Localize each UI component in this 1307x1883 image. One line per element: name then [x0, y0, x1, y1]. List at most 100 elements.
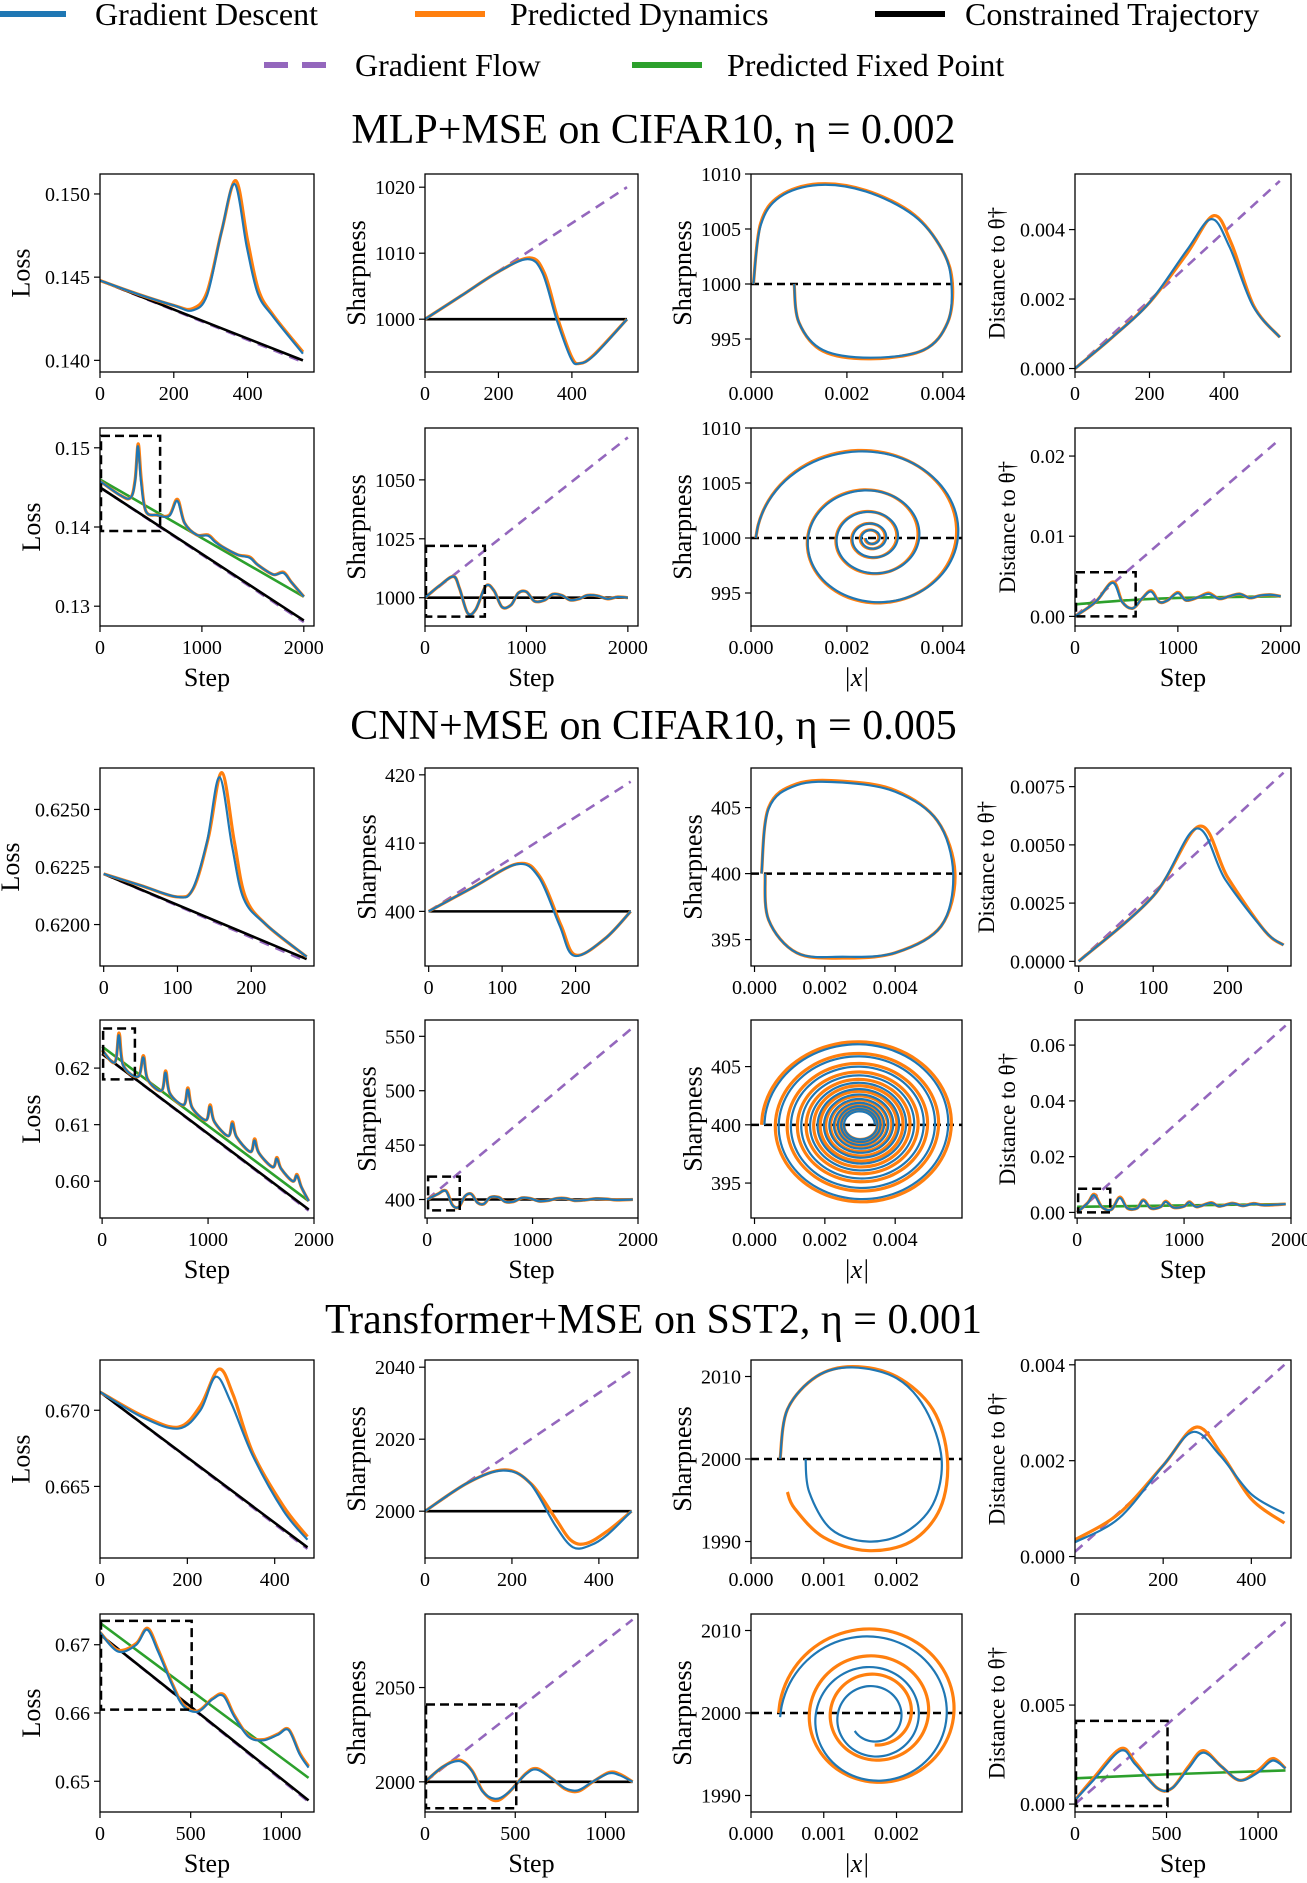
- series-gradient-flow: [1075, 179, 1281, 370]
- y-axis-label: Sharpness: [668, 220, 697, 325]
- zoom-box: [100, 1619, 193, 1711]
- x-tick-label: 1000: [261, 1823, 301, 1845]
- series-gradient-flow: [1076, 1024, 1287, 1214]
- y-tick-label: 1990: [701, 1532, 741, 1554]
- x-tick-label: 0.001: [801, 1569, 846, 1591]
- y-tick-label: 420: [385, 765, 415, 787]
- series-gradient-descent: [425, 1469, 633, 1550]
- y-tick-label: 0.670: [45, 1400, 90, 1422]
- y-tick-label: 0.140: [45, 350, 90, 372]
- y-axis-label: Loss: [17, 1094, 46, 1143]
- plot-area: [751, 1365, 962, 1553]
- x-tick-label: 0: [1070, 383, 1080, 405]
- y-tick-label: 995: [711, 329, 741, 351]
- series-gradient-descent: [1075, 218, 1281, 370]
- x-tick-label: 1000: [182, 637, 222, 659]
- panel-4: 0 200 400 0.000 0.002 0.004 Distance to θ†: [985, 173, 1292, 405]
- series-gradient-descent: [100, 1375, 309, 1541]
- y-axis-label: Sharpness: [342, 1660, 371, 1765]
- section-title-transformer: Transformer+MSE on SST2, η = 0.001: [325, 1297, 982, 1343]
- y-tick-label: 0.665: [45, 1476, 90, 1498]
- axes-frame: [99, 1613, 315, 1813]
- y-tick-label: 0.02: [1030, 446, 1065, 468]
- x-axis-label: Step: [1160, 1849, 1206, 1878]
- y-tick-label: 0.6250: [35, 799, 90, 821]
- y-tick-label: 1000: [375, 588, 415, 610]
- x-axis-label: |x|: [844, 663, 870, 692]
- y-tick-label: 0.002: [1020, 289, 1065, 311]
- y-axis-label: Sharpness: [342, 474, 371, 579]
- x-tick-label: 200: [561, 977, 591, 999]
- y-tick-label: 0.04: [1030, 1091, 1065, 1113]
- x-tick-label: 400: [584, 1569, 614, 1591]
- series-gradient-descent: [1075, 1749, 1287, 1801]
- x-tick-label: 1000: [513, 1229, 553, 1251]
- panel-20: 0 200 400 0.000 0.002 0.004 Distance to θ†: [985, 1355, 1292, 1591]
- series-gradient-descent: [1076, 1194, 1286, 1214]
- y-tick-label: 0.145: [45, 267, 90, 289]
- axes-frame: [99, 1019, 315, 1219]
- x-tick-label: 200: [497, 1569, 527, 1591]
- x-tick-label: 0.004: [873, 1229, 918, 1251]
- y-axis-label: Loss: [17, 1688, 46, 1737]
- y-tick-label: 2040: [375, 1357, 415, 1379]
- x-axis-label: Step: [1160, 1255, 1206, 1284]
- plot-area: [425, 1369, 633, 1550]
- series-gradient-flow: [1075, 1620, 1287, 1806]
- y-tick-label: 0.0025: [1010, 893, 1065, 915]
- x-axis-label: Step: [184, 1849, 230, 1878]
- x-tick-label: 200: [1134, 383, 1164, 405]
- series-predicted-dynamics: [100, 1031, 311, 1202]
- x-axis-label: |x|: [844, 1255, 870, 1284]
- series-gradient-flow: [425, 436, 629, 599]
- x-tick-label: 0: [420, 1569, 430, 1591]
- series-predicted-dynamics: [1075, 1425, 1286, 1542]
- axes-frame: [1074, 1359, 1292, 1559]
- series-gradient-descent: [103, 776, 308, 958]
- y-tick-label: 0.000: [1020, 1547, 1065, 1569]
- section-title-cnn: CNN+MSE on CIFAR10, η = 0.005: [350, 703, 957, 749]
- plot-area: [100, 434, 306, 624]
- plot-area: [425, 1618, 634, 1810]
- y-axis-label: Distance to θ†: [995, 461, 1020, 593]
- y-tick-label: 0.13: [55, 596, 90, 618]
- plot-area: [426, 1026, 634, 1212]
- series-constrained-trajectory: [100, 486, 305, 622]
- y-tick-label: 0.02: [1030, 1147, 1065, 1169]
- series-predicted-dynamics: [425, 256, 629, 366]
- plot-area: [100, 1619, 310, 1803]
- x-tick-label: 0: [97, 1229, 107, 1251]
- x-tick-label: 2000: [1271, 1229, 1307, 1251]
- plot-area: [1075, 179, 1282, 370]
- axes-frame: [424, 767, 639, 967]
- zoom-box: [100, 434, 162, 533]
- y-tick-label: 400: [711, 1115, 741, 1137]
- x-tick-label: 2000: [608, 637, 648, 659]
- x-tick-label: 500: [500, 1823, 530, 1845]
- x-tick-label: 200: [236, 977, 266, 999]
- series-gradient-descent: [425, 258, 628, 366]
- series-gradient-flow: [425, 1618, 634, 1783]
- x-tick-label: 0.004: [920, 637, 965, 659]
- series-predicted-dynamics: [1075, 214, 1282, 370]
- x-tick-label: 200: [1148, 1569, 1178, 1591]
- legend-label-gradient-descent: Gradient Descent: [95, 0, 319, 32]
- plot-area: [1076, 1024, 1287, 1214]
- x-axis-label: Step: [508, 663, 554, 692]
- series-gradient-descent: [428, 862, 632, 958]
- plot-area: [1077, 771, 1285, 963]
- series-predicted-fixed-point: [100, 1621, 310, 1779]
- x-tick-label: 0: [1070, 637, 1080, 659]
- y-tick-label: 0.67: [55, 1635, 90, 1657]
- y-tick-label: 1020: [375, 177, 415, 199]
- y-axis-label: Sharpness: [679, 1066, 708, 1171]
- y-tick-label: 405: [711, 798, 741, 820]
- y-tick-label: 0.0000: [1010, 951, 1065, 973]
- y-tick-label: 0.62: [55, 1058, 90, 1080]
- y-tick-label: 2020: [375, 1429, 415, 1451]
- axes-frame: [424, 173, 639, 373]
- y-tick-label: 0.004: [1020, 1355, 1065, 1377]
- axes-frame: [750, 173, 963, 373]
